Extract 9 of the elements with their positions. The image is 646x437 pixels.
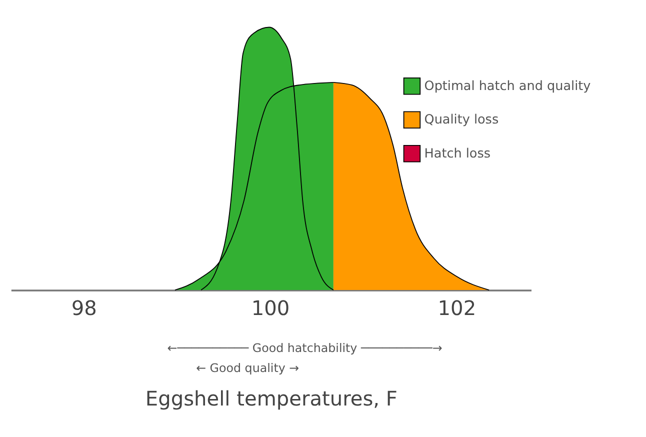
legend-label: Optimal hatch and quality bbox=[424, 78, 592, 94]
text: ← Good quality → bbox=[196, 361, 300, 376]
x-tick-label: 102 bbox=[438, 296, 476, 320]
legend-label: Hatch loss bbox=[424, 146, 491, 162]
x-tick-label: 98 bbox=[71, 296, 97, 320]
text: ←────────── Good hatchability ──────────→ bbox=[167, 341, 442, 356]
legend-label: Quality loss bbox=[424, 112, 499, 128]
x-tick-label: 100 bbox=[251, 296, 290, 320]
x-axis-title: Eggshell temperatures, F bbox=[145, 386, 398, 410]
